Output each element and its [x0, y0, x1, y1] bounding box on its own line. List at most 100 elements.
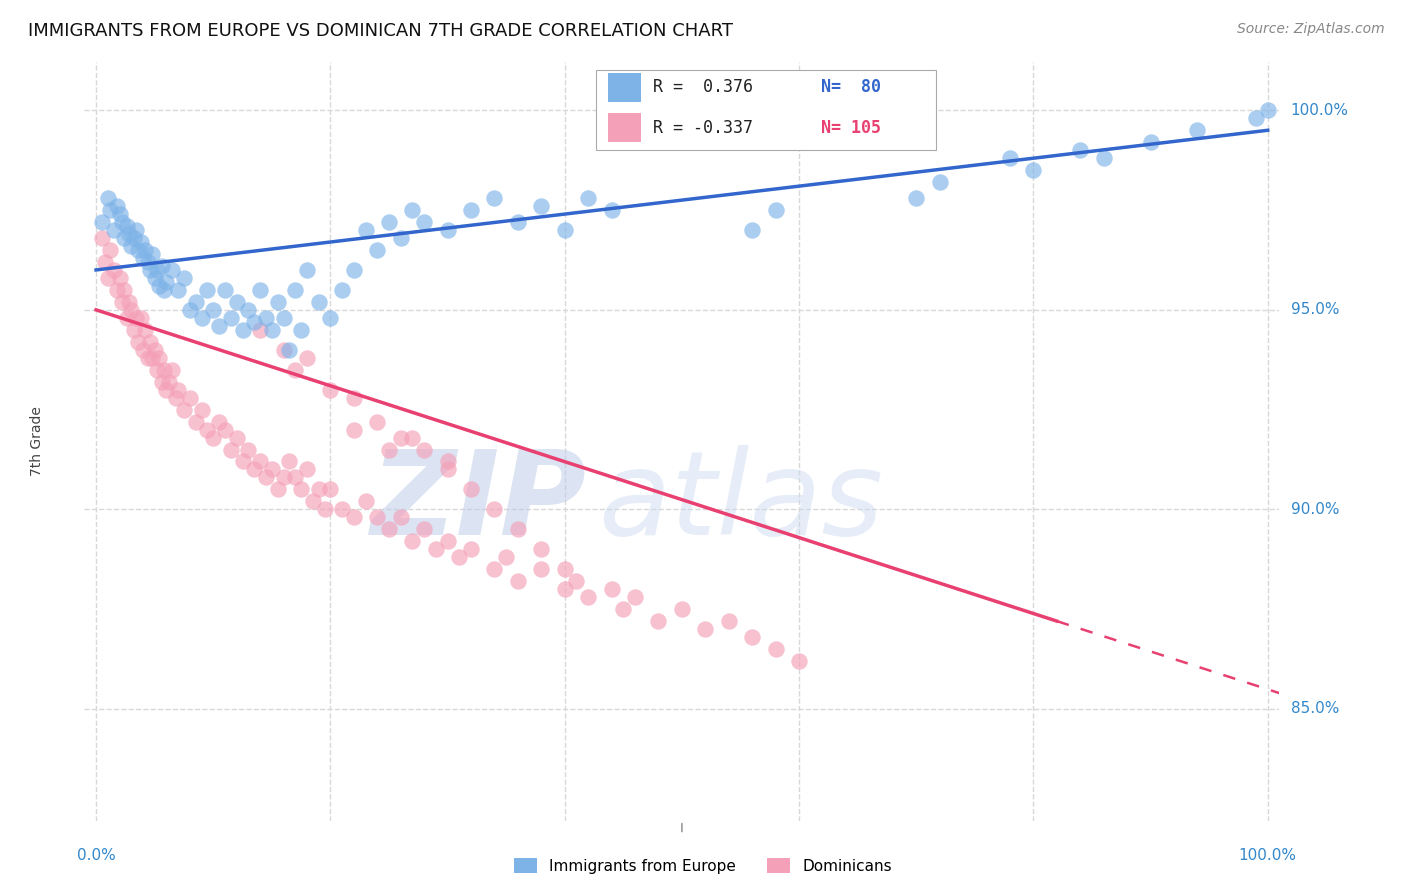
- Point: [141, 247, 163, 261]
- Point: [112, 231, 135, 245]
- Point: [197, 283, 219, 297]
- Point: [153, 362, 176, 376]
- Point: [155, 383, 177, 397]
- Text: 90.0%: 90.0%: [1291, 502, 1339, 516]
- Point: [146, 263, 169, 277]
- Point: [231, 454, 254, 468]
- Point: [155, 275, 177, 289]
- Point: [105, 199, 128, 213]
- Point: [354, 223, 377, 237]
- Point: [302, 494, 325, 508]
- Text: 95.0%: 95.0%: [1291, 302, 1339, 318]
- Point: [436, 454, 458, 468]
- Point: [319, 383, 342, 397]
- Point: [143, 343, 166, 357]
- Point: [214, 283, 236, 297]
- Point: [765, 642, 787, 657]
- Point: [530, 542, 553, 557]
- Point: [389, 231, 412, 245]
- Point: [134, 323, 156, 337]
- Point: [765, 203, 787, 218]
- Text: 7th Grade: 7th Grade: [30, 407, 44, 476]
- Text: R =  0.376: R = 0.376: [654, 78, 754, 96]
- Point: [506, 574, 529, 589]
- Point: [413, 442, 436, 457]
- Point: [108, 271, 131, 285]
- Point: [554, 562, 576, 576]
- Point: [436, 223, 458, 237]
- Point: [190, 402, 212, 417]
- Text: 100.0%: 100.0%: [1291, 103, 1348, 118]
- Point: [366, 415, 388, 429]
- Point: [554, 223, 576, 237]
- Point: [129, 235, 152, 249]
- Point: [260, 323, 283, 337]
- Point: [295, 351, 318, 365]
- Point: [108, 207, 131, 221]
- Point: [484, 562, 506, 576]
- Point: [260, 462, 283, 476]
- Point: [105, 283, 128, 297]
- Point: [389, 510, 412, 524]
- Point: [741, 630, 763, 644]
- Text: Source: ZipAtlas.com: Source: ZipAtlas.com: [1237, 22, 1385, 37]
- Point: [460, 542, 482, 557]
- Point: [506, 522, 529, 536]
- Point: [308, 294, 330, 309]
- Point: [165, 391, 187, 405]
- Point: [112, 283, 135, 297]
- Point: [225, 431, 247, 445]
- Point: [366, 510, 388, 524]
- Point: [122, 323, 145, 337]
- Point: [1069, 143, 1091, 157]
- Point: [273, 343, 295, 357]
- Point: [612, 602, 634, 616]
- Point: [554, 582, 576, 597]
- Point: [219, 310, 242, 325]
- Point: [647, 614, 669, 628]
- Point: [162, 263, 183, 277]
- Point: [1022, 163, 1045, 178]
- Point: [249, 283, 271, 297]
- Point: [238, 442, 260, 457]
- Point: [254, 470, 277, 484]
- Bar: [607, 73, 641, 102]
- Point: [197, 423, 219, 437]
- Point: [413, 215, 436, 229]
- Point: [125, 310, 148, 325]
- Point: [231, 323, 254, 337]
- Point: [484, 191, 506, 205]
- Point: [389, 431, 412, 445]
- Point: [565, 574, 588, 589]
- Point: [132, 251, 155, 265]
- Point: [1244, 112, 1267, 126]
- Point: [905, 191, 928, 205]
- Point: [190, 310, 212, 325]
- Text: N= 105: N= 105: [821, 119, 880, 136]
- Point: [1257, 103, 1279, 118]
- Point: [460, 203, 482, 218]
- Text: 0.0%: 0.0%: [77, 848, 115, 863]
- Point: [319, 310, 342, 325]
- Point: [148, 279, 170, 293]
- Point: [238, 302, 260, 317]
- Point: [273, 310, 295, 325]
- Point: [153, 283, 176, 297]
- Point: [254, 310, 277, 325]
- Point: [576, 590, 599, 604]
- Point: [94, 255, 117, 269]
- Point: [97, 191, 120, 205]
- Point: [127, 334, 149, 349]
- Point: [167, 283, 190, 297]
- Point: [401, 431, 423, 445]
- Point: [202, 431, 225, 445]
- Point: [449, 550, 471, 565]
- Text: R = -0.337: R = -0.337: [654, 119, 754, 136]
- Point: [460, 483, 482, 497]
- Point: [214, 423, 236, 437]
- Point: [495, 550, 517, 565]
- Point: [284, 470, 307, 484]
- Point: [208, 415, 231, 429]
- Point: [378, 442, 401, 457]
- Point: [129, 310, 152, 325]
